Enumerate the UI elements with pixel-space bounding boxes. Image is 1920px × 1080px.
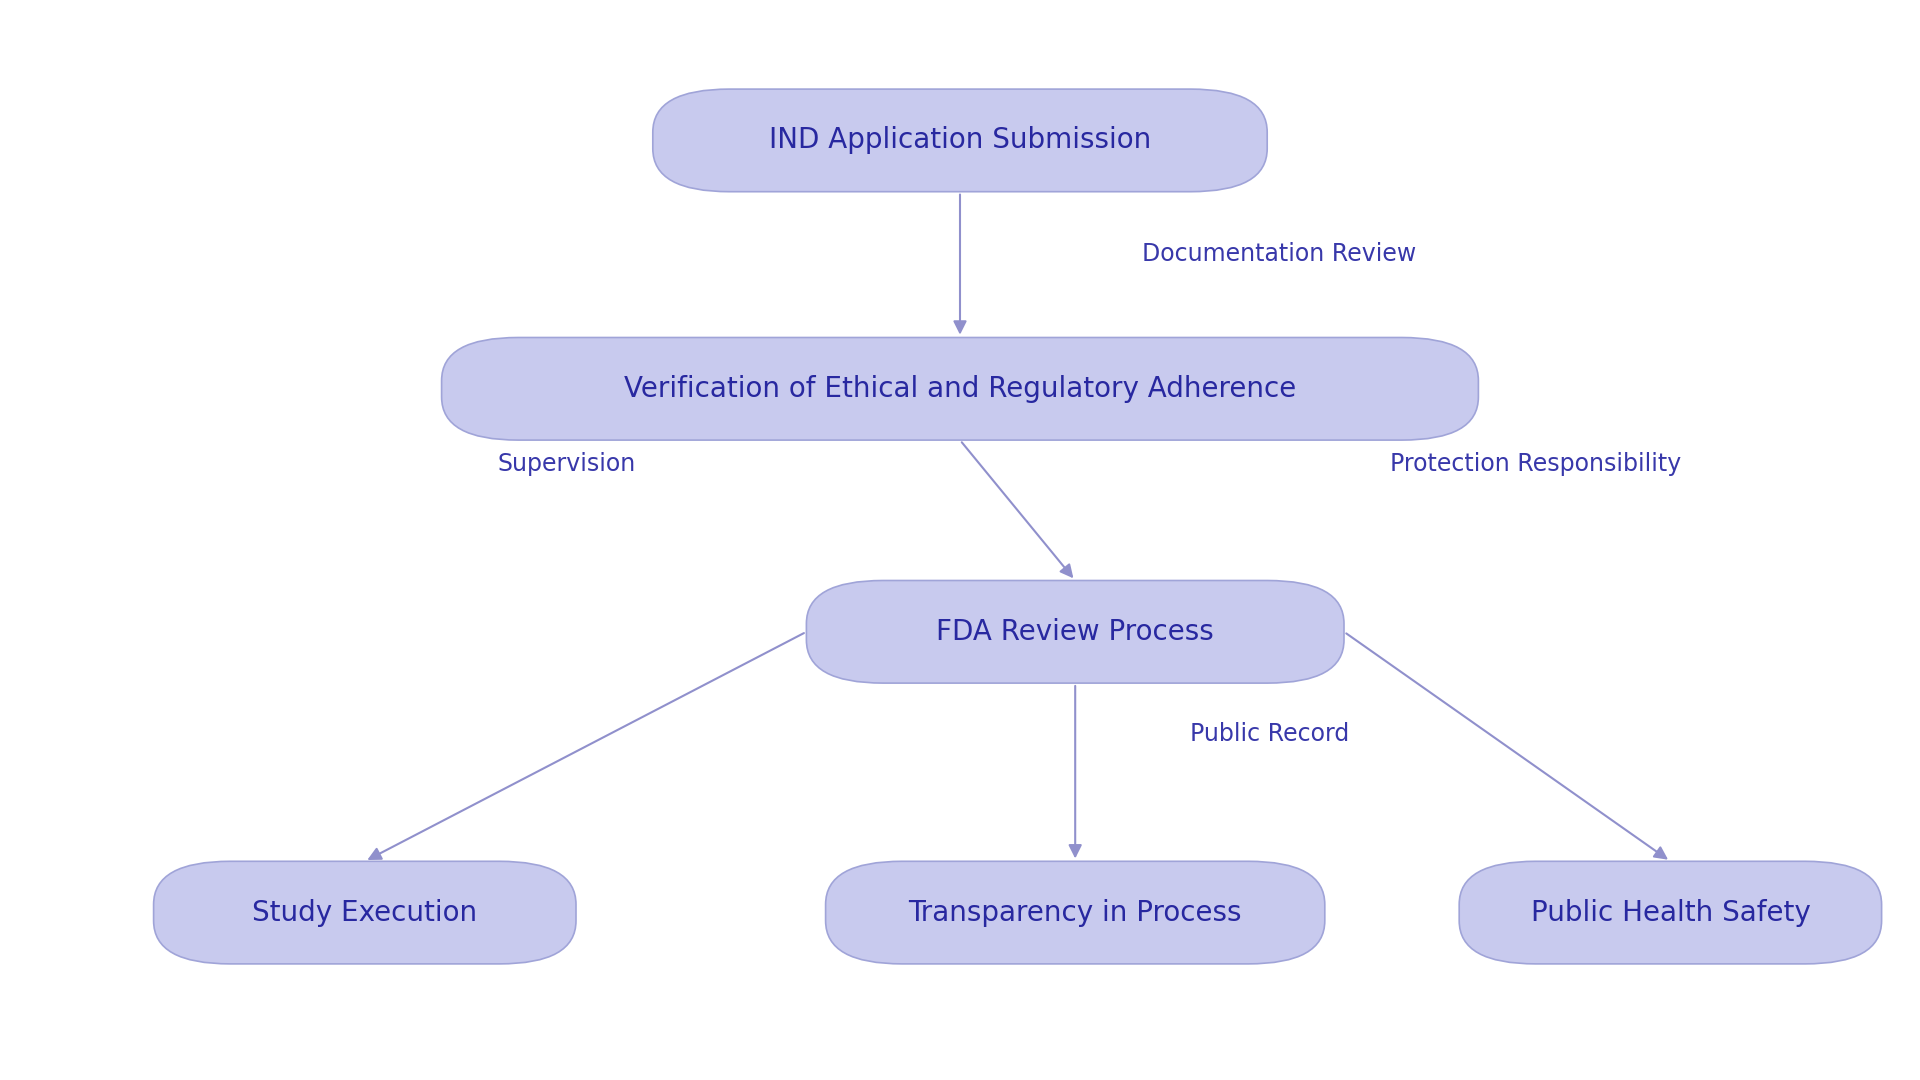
Text: Public Health Safety: Public Health Safety <box>1530 899 1811 927</box>
FancyBboxPatch shape <box>806 581 1344 684</box>
Text: Protection Responsibility: Protection Responsibility <box>1390 453 1682 476</box>
Text: Public Record: Public Record <box>1190 723 1350 746</box>
FancyBboxPatch shape <box>826 862 1325 963</box>
FancyBboxPatch shape <box>154 862 576 963</box>
Text: Transparency in Process: Transparency in Process <box>908 899 1242 927</box>
FancyBboxPatch shape <box>442 337 1478 441</box>
FancyBboxPatch shape <box>653 90 1267 192</box>
FancyBboxPatch shape <box>1459 862 1882 963</box>
Text: Study Execution: Study Execution <box>252 899 478 927</box>
Text: FDA Review Process: FDA Review Process <box>937 618 1213 646</box>
Text: Supervision: Supervision <box>497 453 636 476</box>
Text: Verification of Ethical and Regulatory Adherence: Verification of Ethical and Regulatory A… <box>624 375 1296 403</box>
Text: IND Application Submission: IND Application Submission <box>768 126 1152 154</box>
Text: Documentation Review: Documentation Review <box>1142 242 1417 266</box>
